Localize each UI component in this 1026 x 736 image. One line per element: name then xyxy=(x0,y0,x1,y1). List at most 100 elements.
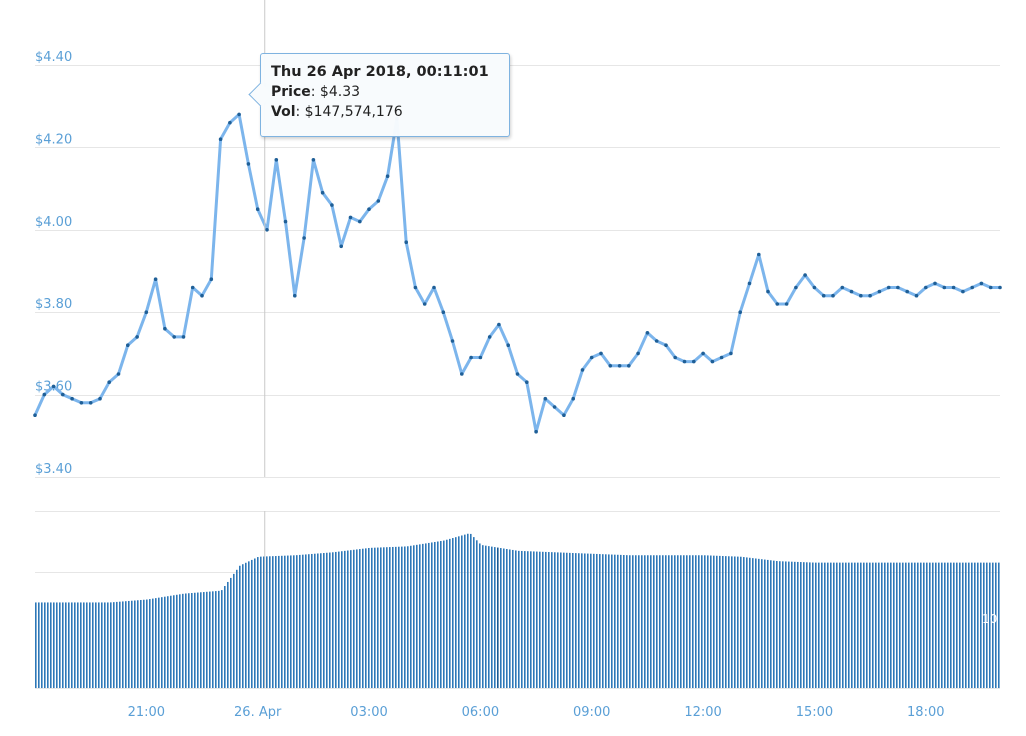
volume-bar[interactable] xyxy=(497,547,499,688)
volume-bar[interactable] xyxy=(236,569,238,688)
volume-bar[interactable] xyxy=(317,553,319,688)
volume-bar[interactable] xyxy=(356,549,358,688)
volume-bar[interactable] xyxy=(761,559,763,688)
price-point[interactable] xyxy=(283,219,288,224)
volume-bar[interactable] xyxy=(83,602,85,688)
volume-bar[interactable] xyxy=(209,591,211,688)
volume-bar[interactable] xyxy=(605,554,607,688)
volume-bar[interactable] xyxy=(527,551,529,688)
volume-bar[interactable] xyxy=(548,552,550,688)
volume-bar[interactable] xyxy=(716,555,718,688)
price-point[interactable] xyxy=(543,396,548,401)
volume-bar[interactable] xyxy=(491,546,493,688)
price-point[interactable] xyxy=(979,281,984,286)
volume-bar[interactable] xyxy=(587,553,589,688)
price-point[interactable] xyxy=(617,364,622,368)
volume-bar[interactable] xyxy=(473,537,475,688)
volume-bar[interactable] xyxy=(131,600,133,688)
volume-bar[interactable] xyxy=(719,555,721,688)
volume-bar[interactable] xyxy=(551,552,553,688)
volume-bar[interactable] xyxy=(95,602,97,688)
volume-bar[interactable] xyxy=(62,602,64,688)
price-point[interactable] xyxy=(998,285,1002,290)
volume-bar[interactable] xyxy=(614,554,616,688)
volume-bar[interactable] xyxy=(623,555,625,688)
volume-bar[interactable] xyxy=(794,561,796,688)
volume-bar[interactable] xyxy=(416,544,418,688)
volume-bar[interactable] xyxy=(401,546,403,688)
volume-bar[interactable] xyxy=(161,597,163,688)
volume-bar[interactable] xyxy=(179,594,181,688)
volume-bar[interactable] xyxy=(866,562,868,688)
price-point[interactable] xyxy=(320,190,325,195)
volume-bar[interactable] xyxy=(386,547,388,688)
volume-bar[interactable] xyxy=(977,562,979,688)
price-point[interactable] xyxy=(933,281,937,286)
price-point[interactable] xyxy=(265,228,269,232)
price-point[interactable] xyxy=(849,289,854,294)
volume-bar[interactable] xyxy=(806,562,808,688)
volume-bar[interactable] xyxy=(836,562,838,688)
volume-bar[interactable] xyxy=(293,555,295,688)
price-point[interactable] xyxy=(487,335,492,339)
volume-bar[interactable] xyxy=(935,562,937,688)
volume-bars[interactable] xyxy=(35,533,1000,688)
volume-bar[interactable] xyxy=(155,598,157,688)
volume-bar[interactable] xyxy=(938,562,940,688)
volume-bar[interactable] xyxy=(932,562,934,688)
price-point[interactable] xyxy=(682,359,687,364)
volume-bar[interactable] xyxy=(329,552,331,688)
price-point[interactable] xyxy=(107,380,111,385)
volume-bar[interactable] xyxy=(410,545,412,688)
volume-bar[interactable] xyxy=(827,562,829,688)
price-point[interactable] xyxy=(70,396,74,401)
volume-bar[interactable] xyxy=(851,562,853,688)
volume-bar[interactable] xyxy=(992,562,994,688)
volume-bar[interactable] xyxy=(185,593,187,688)
volume-bar[interactable] xyxy=(287,555,289,688)
volume-bar[interactable] xyxy=(890,562,892,688)
volume-bar[interactable] xyxy=(611,554,613,688)
volume-bar[interactable] xyxy=(968,562,970,688)
volume-bar[interactable] xyxy=(431,542,433,688)
volume-bar[interactable] xyxy=(674,555,676,688)
volume-bar[interactable] xyxy=(203,592,205,688)
volume-bar[interactable] xyxy=(407,546,409,688)
volume-bar[interactable] xyxy=(359,549,361,688)
volume-bar[interactable] xyxy=(41,602,43,688)
price-point[interactable] xyxy=(293,293,297,298)
volume-bar[interactable] xyxy=(320,553,322,688)
volume-bar[interactable] xyxy=(791,561,793,688)
price-point[interactable] xyxy=(589,355,594,360)
volume-bar[interactable] xyxy=(929,562,931,688)
price-point[interactable] xyxy=(747,281,752,286)
volume-bar[interactable] xyxy=(854,562,856,688)
price-point[interactable] xyxy=(608,364,613,368)
volume-bar[interactable] xyxy=(656,555,658,688)
price-point[interactable] xyxy=(172,335,176,339)
price-point[interactable] xyxy=(255,207,260,211)
volume-bar[interactable] xyxy=(65,602,67,688)
volume-bar[interactable] xyxy=(272,556,274,688)
volume-bar[interactable] xyxy=(884,562,886,688)
volume-bar[interactable] xyxy=(68,602,70,688)
volume-bar[interactable] xyxy=(143,599,145,688)
volume-bar[interactable] xyxy=(152,598,154,688)
volume-bar[interactable] xyxy=(38,602,40,688)
price-point[interactable] xyxy=(905,289,909,294)
volume-bar[interactable] xyxy=(269,556,271,688)
volume-bar[interactable] xyxy=(533,551,535,688)
volume-bar[interactable] xyxy=(860,562,862,688)
price-point[interactable] xyxy=(348,215,353,220)
volume-bar[interactable] xyxy=(248,561,250,688)
price-point[interactable] xyxy=(821,293,826,298)
volume-bar[interactable] xyxy=(212,591,214,688)
volume-bar[interactable] xyxy=(734,556,736,688)
price-point[interactable] xyxy=(988,285,993,290)
volume-bar[interactable] xyxy=(509,549,511,688)
volume-bar[interactable] xyxy=(797,561,799,688)
volume-bar[interactable] xyxy=(539,551,541,688)
volume-bar[interactable] xyxy=(530,551,532,688)
volume-bar[interactable] xyxy=(986,562,988,688)
price-point[interactable] xyxy=(701,351,705,356)
